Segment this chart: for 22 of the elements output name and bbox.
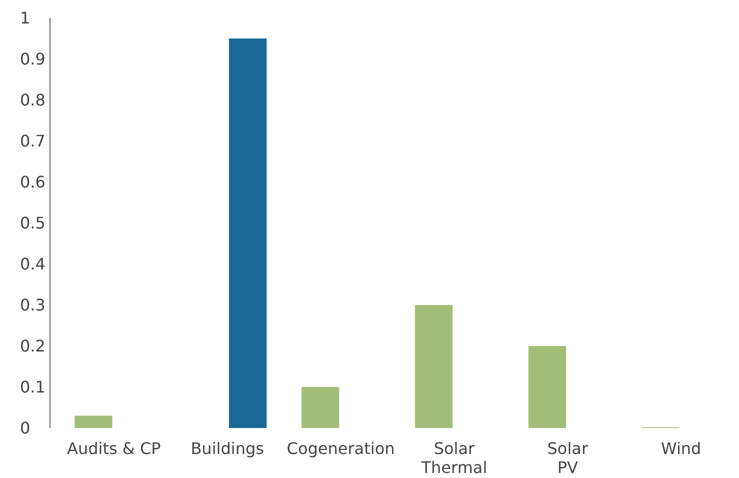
x-tick-label: Solar PV [547,439,588,478]
y-tick-label: 0.9 [20,50,46,69]
y-tick-label: 0.4 [20,254,46,274]
y-tick-label: 1 [20,8,30,28]
y-tick-label: 0 [20,418,30,438]
y-tick-label: 0.5 [20,214,46,233]
x-tick-label: Buildings [190,439,264,458]
x-tick-label: Audits & CP [67,439,162,458]
y-tick-label: 0.7 [20,132,46,151]
bar [528,346,566,428]
bar [74,416,112,428]
y-tick-label: 0.1 [20,378,46,397]
bar [228,38,267,428]
y-tick-label: 0.8 [20,90,46,110]
y-tick-label: 0.3 [20,296,46,315]
y-tick-label: 0.6 [20,172,46,192]
x-tick-label: Solar Thermal [420,439,488,478]
y-tick-label: 0.2 [20,336,46,356]
bar [302,387,340,428]
x-tick-label: Cogeneration [286,439,395,458]
x-tick-label: Wind [661,439,702,458]
bar [414,305,453,428]
